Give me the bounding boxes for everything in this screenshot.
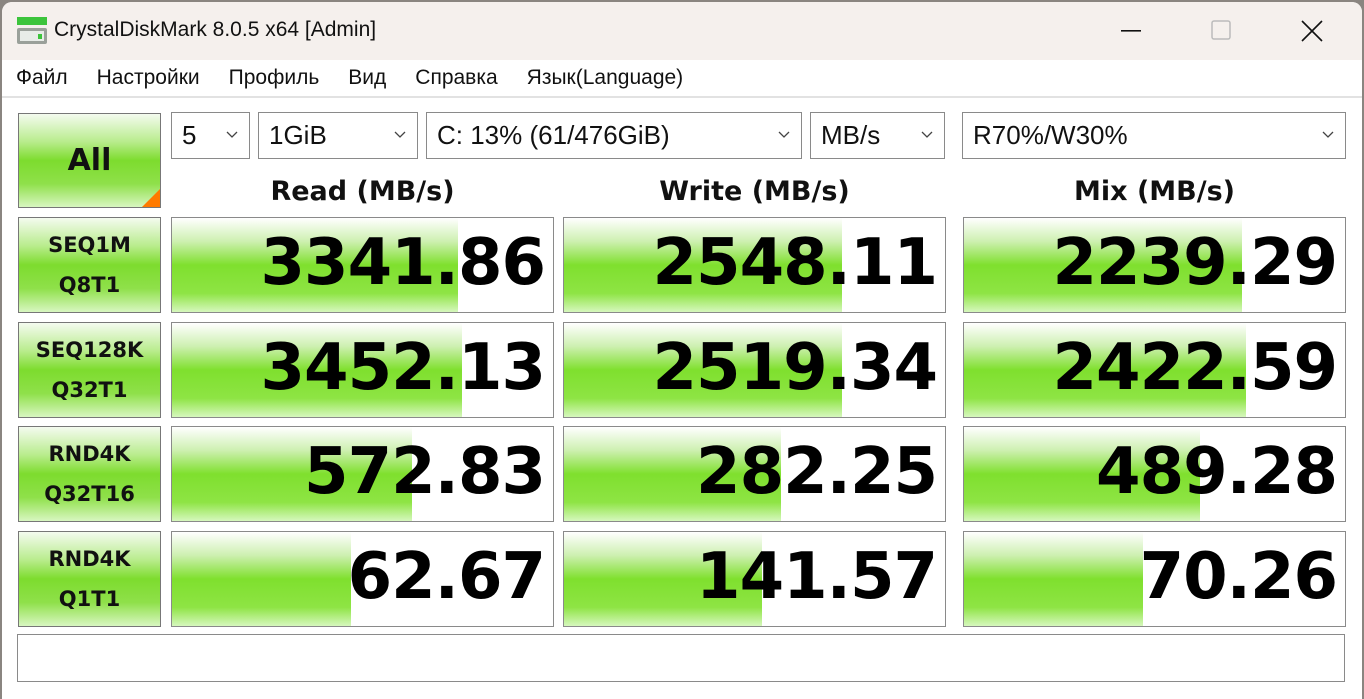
result-value: 2422.59: [1052, 330, 1338, 405]
chevron-down-icon: [778, 131, 790, 138]
test-name: SEQ128K: [35, 337, 144, 362]
chevron-down-icon: [921, 131, 933, 138]
minimize-icon: [1121, 30, 1141, 32]
size-select[interactable]: 1GiB: [258, 112, 418, 159]
corner-indicator-icon: [142, 189, 160, 207]
result-bar: [964, 531, 1144, 626]
menu-language[interactable]: Язык(Language): [526, 66, 684, 89]
drive-select[interactable]: C: 13% (61/476GiB): [426, 112, 802, 159]
result-bar: [564, 218, 843, 312]
window-title: CrystalDiskMark 8.0.5 x64 [Admin]: [54, 18, 377, 41]
count-select[interactable]: 5: [171, 112, 250, 159]
result-read-row-1: 3452.13: [171, 321, 554, 418]
chevron-down-icon: [394, 131, 406, 138]
mix-ratio-value: R70%/W30%: [973, 120, 1128, 150]
menu-file[interactable]: Файл: [16, 66, 68, 89]
test-params: Q32T1: [51, 377, 128, 402]
menu-bar: Файл Настройки Профиль Вид Справка Язык(…: [2, 60, 1362, 98]
result-value: 2239.29: [1052, 226, 1338, 300]
test-name: SEQ1M: [48, 233, 131, 257]
unit-select[interactable]: MB/s: [810, 112, 945, 159]
menu-view[interactable]: Вид: [348, 66, 387, 89]
test-button-row-0[interactable]: SEQ1M Q8T1: [18, 217, 161, 313]
result-bar: [172, 531, 352, 626]
minimize-button[interactable]: [1087, 2, 1177, 60]
result-bar: [564, 322, 843, 417]
test-params: Q8T1: [58, 273, 121, 297]
close-button[interactable]: [1267, 2, 1357, 60]
maximize-button[interactable]: [1177, 2, 1267, 60]
mix-ratio-select[interactable]: R70%/W30%: [962, 112, 1346, 159]
result-mix-row-2: 489.28: [963, 426, 1346, 522]
result-value: 282.25: [696, 435, 938, 509]
result-value: 3452.13: [260, 330, 546, 405]
result-bar: [964, 427, 1201, 521]
result-value: 489.28: [1096, 435, 1338, 509]
status-bar: [17, 634, 1345, 682]
result-write-row-3: 141.57: [563, 530, 946, 627]
result-write-row-1: 2519.34: [563, 321, 946, 418]
write-header: Write (MB/s): [659, 176, 850, 207]
run-all-label: All: [67, 143, 112, 178]
result-mix-row-0: 2239.29: [963, 217, 1346, 313]
result-read-row-3: 62.67: [171, 530, 554, 627]
maximize-icon: [1211, 20, 1231, 40]
count-value: 5: [182, 120, 197, 150]
size-value: 1GiB: [269, 120, 327, 150]
result-bar: [564, 427, 782, 521]
result-mix-row-3: 70.26: [963, 530, 1346, 627]
result-read-row-2: 572.83: [171, 426, 554, 522]
result-value: 62.67: [347, 539, 546, 614]
app-disk-icon: [17, 17, 47, 44]
title-bar: CrystalDiskMark 8.0.5 x64 [Admin]: [2, 2, 1362, 60]
close-icon: [1301, 20, 1323, 42]
chevron-down-icon: [226, 131, 238, 138]
menu-profile[interactable]: Профиль: [228, 66, 320, 89]
menu-settings[interactable]: Настройки: [96, 66, 200, 89]
result-value: 70.26: [1139, 539, 1338, 614]
result-bar: [172, 218, 458, 312]
result-value: 2548.11: [652, 226, 938, 300]
result-bar: [964, 322, 1246, 417]
test-name: RND4K: [48, 546, 131, 571]
result-read-row-0: 3341.86: [171, 217, 554, 313]
test-params: Q1T1: [58, 586, 121, 611]
result-bar: [172, 427, 413, 521]
result-bar: [964, 218, 1243, 312]
run-all-button[interactable]: All: [18, 113, 161, 208]
unit-value: MB/s: [821, 120, 881, 150]
test-button-row-1[interactable]: SEQ128K Q32T1: [18, 321, 161, 418]
chevron-down-icon: [1322, 131, 1334, 138]
drive-value: C: 13% (61/476GiB): [437, 120, 670, 150]
test-params: Q32T16: [44, 482, 135, 506]
test-name: RND4K: [48, 442, 131, 466]
result-bar: [172, 322, 462, 417]
result-value: 572.83: [304, 435, 546, 509]
read-header: Read (MB/s): [270, 176, 455, 207]
result-write-row-0: 2548.11: [563, 217, 946, 313]
result-mix-row-1: 2422.59: [963, 321, 1346, 418]
result-value: 3341.86: [260, 226, 546, 300]
result-bar: [564, 531, 763, 626]
test-button-row-2[interactable]: RND4K Q32T16: [18, 426, 161, 522]
result-write-row-2: 282.25: [563, 426, 946, 522]
menu-help[interactable]: Справка: [415, 66, 498, 89]
result-value: 141.57: [696, 539, 938, 614]
test-button-row-3[interactable]: RND4K Q1T1: [18, 530, 161, 627]
mix-header: Mix (MB/s): [1074, 176, 1235, 207]
result-value: 2519.34: [652, 330, 938, 405]
